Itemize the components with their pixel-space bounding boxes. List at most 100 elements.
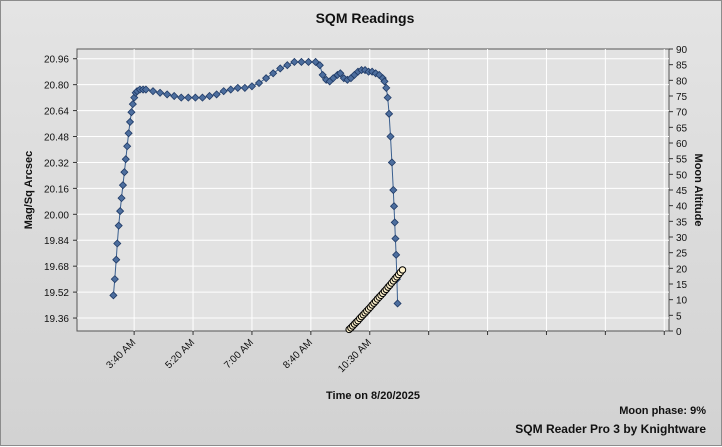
- y2-tick-label: 30: [676, 233, 688, 244]
- y-tick-label: 20.48: [44, 133, 69, 144]
- sqm-point: [387, 158, 396, 167]
- sqm-point: [386, 132, 395, 141]
- sqm-point: [141, 85, 150, 94]
- y2-tick-label: 60: [676, 139, 688, 150]
- y-tick-label: 19.68: [44, 262, 69, 273]
- sqm-point: [276, 64, 285, 73]
- y2-tick-label: 65: [676, 123, 688, 134]
- credit-label: SQM Reader Pro 3 by Knightware: [515, 422, 706, 436]
- sqm-point: [297, 57, 306, 67]
- y-tick-label: 20.80: [44, 81, 69, 92]
- y2-axis-ticks: 0 5 10 15 20 25 30 35 40 45 50 55 60 65 70 75 80 85 90: [676, 45, 688, 338]
- moon-phase-label: Moon phase: 9%: [619, 405, 706, 417]
- sqm-point: [315, 61, 324, 70]
- y-tick-label: 20.16: [44, 184, 69, 195]
- sqm-point: [125, 117, 135, 126]
- sqm-point: [114, 221, 123, 230]
- sqm-point: [116, 207, 125, 216]
- sqm-point: [382, 83, 391, 92]
- y2-tick-label: 80: [676, 76, 688, 87]
- sqm-point: [163, 90, 172, 99]
- x-axis-label: Time on 8/20/2025: [326, 390, 420, 402]
- y2-tick-label: 90: [676, 45, 688, 56]
- sqm-point: [336, 69, 345, 78]
- y-tick-label: 20.96: [44, 55, 69, 66]
- sqm-point: [184, 93, 193, 102]
- y2-tick-label: 5: [676, 311, 682, 322]
- y2-tick-label: 25: [676, 249, 688, 260]
- sqm-point: [121, 155, 130, 164]
- y2-tick-label: 20: [676, 264, 688, 275]
- sqm-point: [191, 93, 200, 102]
- sqm-point: [212, 90, 221, 99]
- sqm-point: [247, 82, 257, 91]
- x-tick-label: 8:40 AM: [281, 337, 315, 371]
- y2-axis-label: Moon Altitude: [692, 154, 704, 227]
- sqm-point: [269, 69, 278, 78]
- y-tick-label: 19.84: [44, 236, 69, 247]
- sqm-point: [383, 93, 392, 102]
- y2-tick-label: 40: [676, 202, 688, 213]
- sqm-point: [226, 85, 235, 94]
- sqm-point: [233, 83, 242, 92]
- chart-title: SQM Readings: [316, 10, 415, 26]
- sqm-point: [390, 218, 399, 227]
- moon-point: [398, 266, 407, 274]
- sqm-point: [304, 57, 313, 67]
- sqm-point: [318, 70, 327, 79]
- sqm-point: [391, 234, 400, 243]
- sqm-point: [205, 91, 214, 101]
- sqm-series: [109, 57, 402, 308]
- sqm-point: [219, 87, 228, 96]
- sqm-point: [118, 181, 128, 190]
- y2-tick-label: 70: [676, 108, 688, 119]
- sqm-point: [112, 255, 121, 264]
- sqm-point: [128, 100, 137, 109]
- sqm-point: [110, 275, 119, 284]
- sqm-point: [198, 93, 207, 102]
- sqm-point: [127, 108, 136, 117]
- sqm-point: [393, 299, 402, 308]
- sqm-point: [392, 250, 401, 259]
- sqm-point: [385, 109, 394, 118]
- plot-area: [76, 48, 670, 332]
- sqm-point: [389, 185, 398, 195]
- y-axis-ticks: 19.36 19.52 19.68 19.84 20.00 20.16 20.32 20.48…: [44, 55, 69, 325]
- sqm-point: [290, 57, 299, 67]
- y2-tick-label: 50: [676, 170, 688, 181]
- y2-tick-label: 10: [676, 296, 688, 307]
- y2-tick-label: 55: [676, 155, 688, 166]
- sqm-point: [120, 168, 129, 177]
- moon-series: [345, 266, 407, 334]
- x-tick-label: 7:00 AM: [222, 337, 256, 371]
- y-axis-label: Mag/Sq Arcsec: [23, 151, 35, 229]
- sqm-point: [124, 129, 133, 138]
- x-tick-label: 5:20 AM: [163, 337, 197, 371]
- sqm-point: [148, 87, 158, 96]
- sqm-point: [389, 202, 399, 211]
- sqm-point: [283, 61, 292, 70]
- grid: [73, 48, 673, 335]
- sqm-point: [170, 91, 179, 101]
- sqm-point: [380, 77, 389, 86]
- sqm-point: [113, 239, 122, 248]
- sqm-point: [240, 83, 249, 92]
- sqm-point: [177, 93, 186, 102]
- y-tick-label: 19.36: [44, 314, 69, 325]
- y-tick-label: 20.32: [44, 158, 69, 169]
- y2-tick-label: 45: [676, 186, 688, 197]
- y2-tick-label: 15: [676, 280, 688, 291]
- y-tick-label: 20.64: [44, 107, 69, 118]
- sqm-point: [262, 74, 271, 83]
- sqm-point: [109, 291, 118, 300]
- y2-tick-label: 75: [676, 92, 688, 103]
- y2-tick-label: 35: [676, 217, 688, 228]
- sqm-point: [254, 78, 264, 88]
- x-tick-label: 10:30 AM: [336, 337, 374, 375]
- x-axis-ticks: 3:40 AM 5:20 AM 7:00 AM 8:40 AM 10:30 AM: [105, 337, 374, 375]
- sqm-point: [123, 142, 132, 151]
- sqm-point: [155, 88, 165, 97]
- y2-tick-label: 85: [676, 61, 688, 72]
